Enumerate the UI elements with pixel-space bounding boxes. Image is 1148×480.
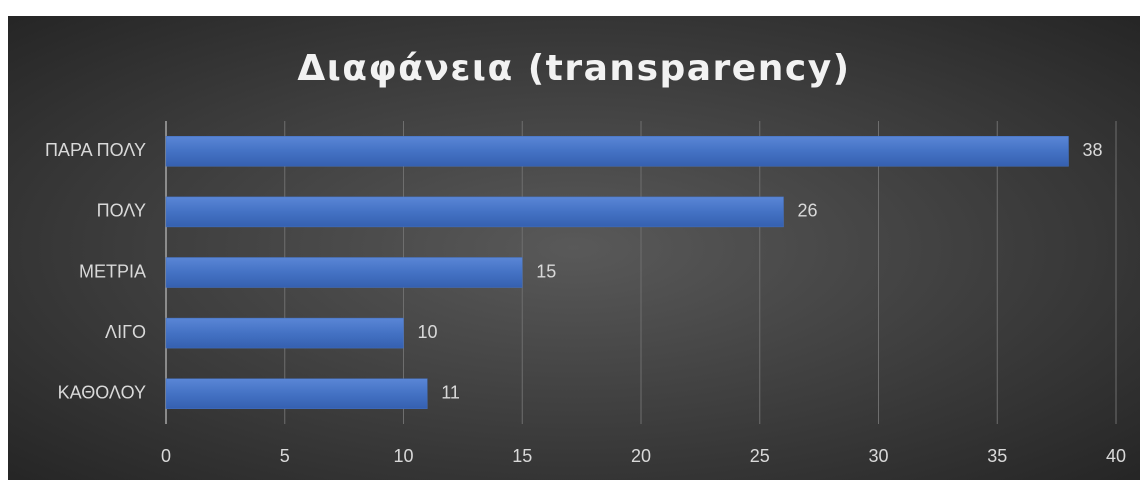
x-tick-label: 35 (987, 446, 1007, 466)
y-tick-label: ΠΑΡΑ ΠΟΛΥ (45, 140, 146, 160)
bar (165, 378, 428, 409)
x-tick-label: 10 (393, 446, 413, 466)
x-tick-label: 30 (868, 446, 888, 466)
data-label: 15 (536, 261, 556, 281)
x-tick-label: 25 (750, 446, 770, 466)
bar (165, 196, 784, 228)
y-tick-label: ΠΟΛΥ (97, 201, 146, 221)
x-tick-label: 5 (280, 446, 290, 466)
data-label: 10 (418, 322, 438, 342)
y-tick-label: ΛΙΓΟ (105, 322, 146, 342)
bar (165, 257, 523, 288)
x-tick-label: 20 (631, 446, 651, 466)
x-tick-label: 40 (1106, 446, 1126, 466)
data-label: 11 (441, 382, 460, 402)
data-label: 38 (1083, 140, 1103, 160)
x-tick-label: 15 (512, 446, 532, 466)
y-tick-label: ΜΕΤΡΙΑ (79, 261, 146, 281)
chart-title: Διαφάνεια (transparency) (297, 48, 850, 89)
y-tick-label: ΚΑΘΟΛΟΥ (58, 382, 146, 402)
x-tick-label: 0 (161, 446, 171, 466)
data-label: 26 (798, 201, 818, 221)
bar (165, 317, 404, 349)
bar (165, 136, 1069, 167)
